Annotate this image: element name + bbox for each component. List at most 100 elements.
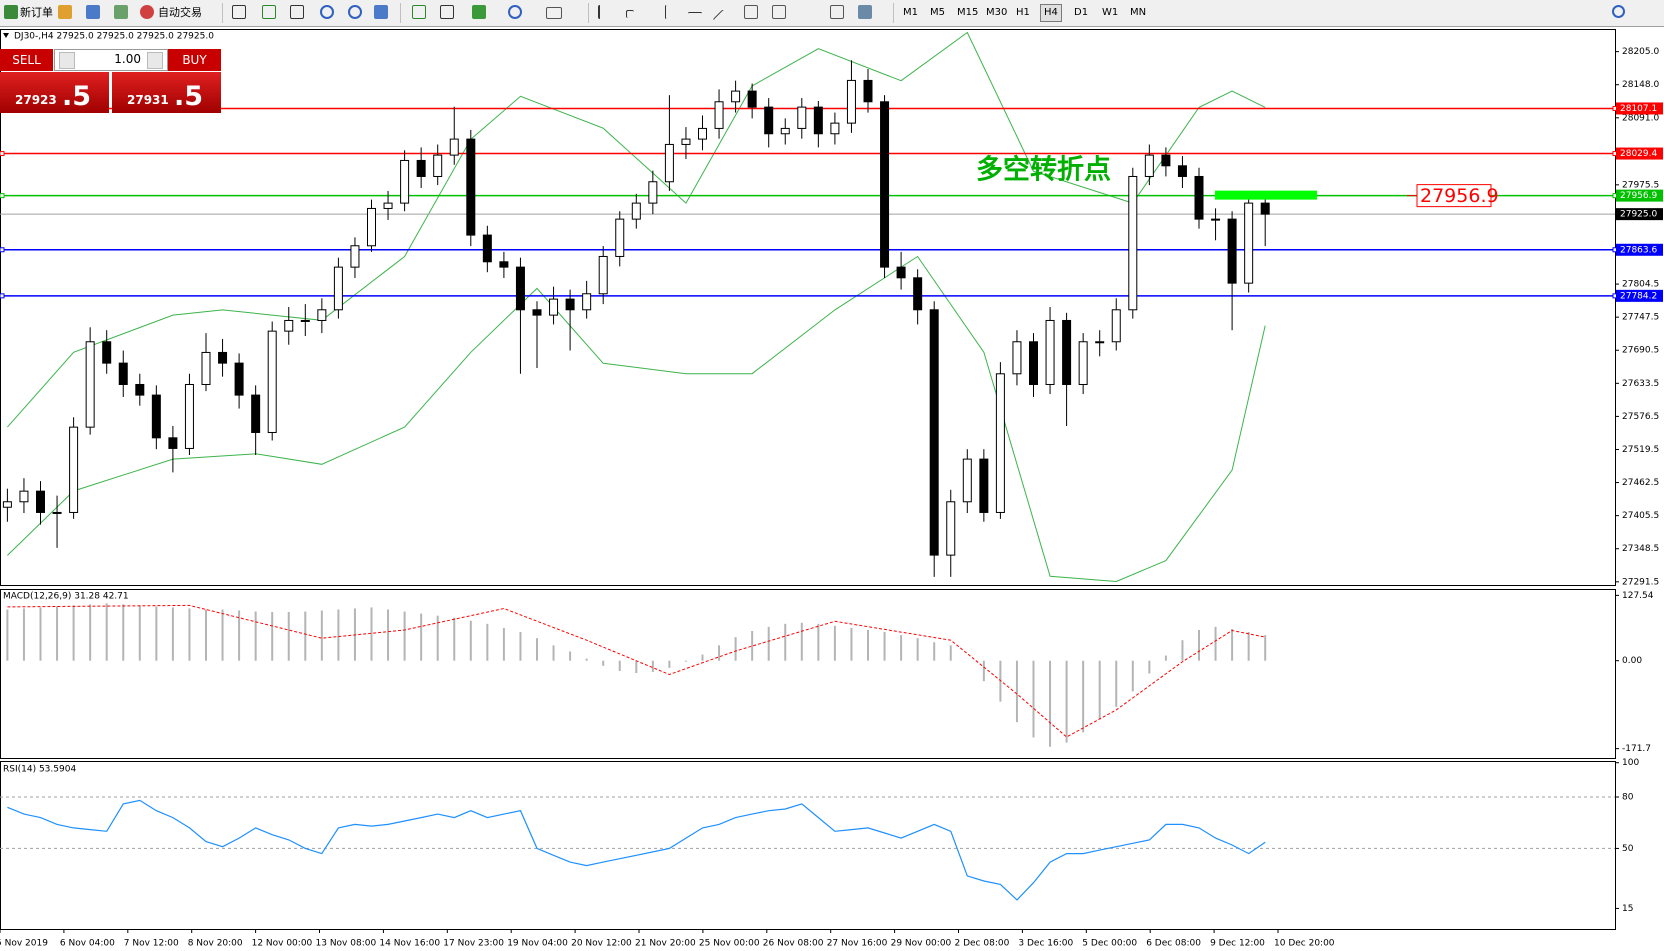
tool-icon[interactable] — [858, 5, 872, 19]
tool-icon[interactable] — [114, 5, 128, 19]
timeframe[interactable]: M15 — [957, 7, 979, 18]
tool-icon[interactable] — [290, 5, 304, 19]
candle-body — [284, 319, 294, 332]
tool-icon[interactable] — [800, 5, 814, 19]
sell-button[interactable]: SELL — [0, 49, 53, 71]
buy-price[interactable]: 27931 .5 — [112, 72, 221, 113]
candle-body — [515, 266, 525, 311]
buy-button[interactable]: BUY — [168, 49, 221, 71]
indicators[interactable] — [472, 5, 486, 19]
separator — [588, 3, 589, 23]
y-tick-label: 27747.5 — [1622, 313, 1659, 323]
timeframe[interactable]: H1 — [1016, 7, 1030, 18]
timeframe[interactable]: D1 — [1074, 7, 1089, 18]
zoom-in[interactable] — [320, 5, 334, 19]
candle-body — [482, 234, 492, 263]
chart-title: DJ30-,H4 27925.0 27925.0 27925.0 27925.0 — [14, 32, 214, 42]
candle-body — [1045, 319, 1055, 385]
cursor[interactable] — [598, 5, 608, 19]
x-tick-label: 25 Nov 00:00 — [699, 939, 760, 949]
y-tick-label: 27291.5 — [1622, 577, 1659, 587]
level-handle — [0, 293, 5, 299]
candle-body — [184, 383, 194, 449]
candle-body — [698, 127, 707, 140]
candle-body — [400, 159, 410, 204]
level-tag — [1616, 243, 1663, 256]
candle-body — [780, 127, 790, 135]
level-label: 27863.6 — [1620, 245, 1657, 255]
tool-icon[interactable] — [412, 5, 426, 19]
auto-trading-icon[interactable] — [140, 5, 154, 19]
buy-price-main: 27931 — [127, 93, 169, 107]
volume-down[interactable] — [59, 52, 75, 69]
vline[interactable] — [665, 5, 668, 19]
sell-price[interactable]: 27923 .5 — [0, 72, 109, 113]
crosshair[interactable] — [626, 10, 634, 18]
new-order[interactable]: 新订单 — [20, 6, 53, 19]
tool-icon[interactable] — [58, 5, 72, 19]
candle-body — [383, 202, 393, 209]
candle-body — [168, 437, 178, 449]
candle-body — [863, 79, 873, 103]
level-handle — [0, 151, 5, 157]
candle-body — [979, 458, 989, 513]
y-tick-label: 127.54 — [1622, 591, 1654, 601]
sell-price-frac: .5 — [62, 81, 92, 112]
search[interactable] — [1612, 5, 1625, 18]
x-tick-label: 20 Nov 12:00 — [571, 939, 632, 949]
timeframe[interactable]: H4 — [1040, 4, 1062, 22]
x-tick-label: 5 Nov 2019 — [0, 939, 48, 949]
candle-body — [251, 394, 261, 433]
tool-icon[interactable] — [744, 5, 758, 19]
trendline[interactable] — [712, 9, 734, 30]
auto-trading[interactable]: 自动交易 — [158, 6, 202, 19]
y-tick-label: 100 — [1622, 758, 1639, 768]
title-marker — [3, 33, 9, 38]
y-tick-label: 15 — [1622, 904, 1633, 914]
panel-frame — [0, 761, 1616, 930]
candle-body — [1211, 218, 1221, 221]
zoom-out[interactable] — [348, 5, 362, 19]
periods[interactable] — [508, 5, 522, 19]
timeframe[interactable]: MN — [1130, 7, 1147, 18]
y-tick-label: 27633.5 — [1622, 379, 1659, 389]
candle-body — [681, 138, 691, 145]
candle-body — [85, 341, 95, 428]
y-tick-label: 28091.0 — [1622, 113, 1659, 123]
x-tick-label: 26 Nov 08:00 — [763, 939, 824, 949]
x-tick-label: 27 Nov 16:00 — [827, 939, 888, 949]
timeframe[interactable]: M5 — [930, 7, 945, 18]
templates[interactable] — [546, 7, 562, 19]
level-label: 27784.2 — [1620, 291, 1657, 301]
tool-icon[interactable] — [440, 5, 454, 19]
level-label: 28029.4 — [1620, 149, 1657, 159]
new-order-icon[interactable] — [4, 5, 18, 19]
timeframe[interactable]: M1 — [903, 7, 918, 18]
tool-icon[interactable] — [86, 5, 100, 19]
candle-body — [19, 490, 29, 503]
volume-up[interactable] — [147, 52, 163, 69]
candle-body — [300, 319, 310, 322]
y-tick-label: -171.7 — [1622, 744, 1651, 754]
timeframe[interactable]: M30 — [986, 7, 1008, 18]
candle-body — [2, 501, 12, 508]
candle-body — [880, 101, 890, 268]
tile[interactable] — [374, 5, 388, 19]
hline[interactable] — [688, 12, 702, 15]
tool-icon[interactable] — [830, 5, 844, 19]
candle-body — [664, 143, 674, 183]
tool-icon[interactable] — [772, 5, 786, 19]
candle-body — [499, 261, 509, 268]
tool-icon[interactable] — [232, 5, 246, 19]
rsi-line — [7, 799, 1266, 901]
candle-body — [151, 394, 161, 439]
tool-icon[interactable] — [262, 5, 276, 19]
volume: 1.00 — [114, 52, 141, 66]
timeframe[interactable]: W1 — [1102, 7, 1119, 18]
volume-input[interactable]: 1.00 — [54, 49, 168, 71]
candle-body — [631, 202, 641, 220]
